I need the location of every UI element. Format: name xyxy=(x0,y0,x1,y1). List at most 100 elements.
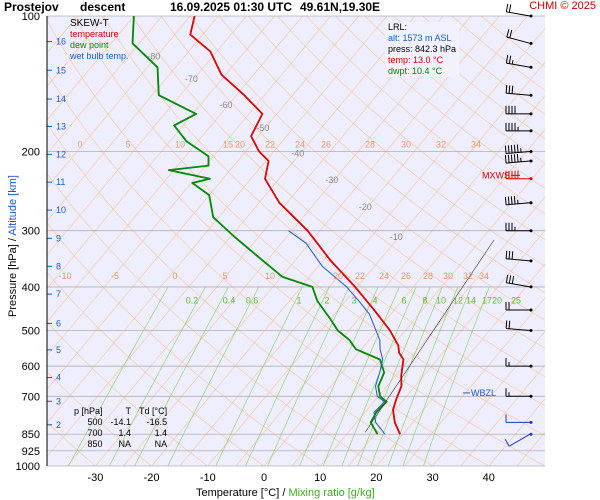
wind-barb-flag xyxy=(505,55,509,64)
wind-barb xyxy=(505,122,533,133)
wind-barb-flag xyxy=(509,30,513,39)
adiabat-label: 15 xyxy=(223,139,233,149)
wind-barb xyxy=(505,274,533,289)
wind-barb-flag xyxy=(504,155,507,164)
pressure-tick-label: 600 xyxy=(22,361,40,373)
isotherm-line xyxy=(123,16,500,466)
table-header: p [hPa] xyxy=(74,406,103,416)
wind-barb-staff xyxy=(506,36,531,44)
adiabat-label: 10 xyxy=(265,271,275,281)
wind-barb-station xyxy=(529,41,533,45)
wind-barb-flag xyxy=(511,275,515,284)
temperature-tick-label: 30 xyxy=(426,472,438,484)
pressure-tick-label: 200 xyxy=(22,146,40,158)
isotherm-line xyxy=(376,263,545,466)
wind-barb-station xyxy=(529,432,533,436)
wind-barb xyxy=(504,154,533,164)
mixing-ratio-label: 25 xyxy=(511,295,521,305)
y-axis-title: Pressure [hPa] / Altitude [km] xyxy=(7,175,19,317)
wind-barb-staff xyxy=(508,433,531,447)
isotherm-line xyxy=(207,61,545,466)
adiabat-label: 32 xyxy=(463,271,473,281)
isotherm-line xyxy=(179,28,545,466)
mixing-ratio-label: 1 xyxy=(296,295,301,305)
pressure-tick-label: 500 xyxy=(22,326,40,338)
isotherm-label: -40 xyxy=(291,148,304,158)
adiabat-label: 0 xyxy=(172,271,177,281)
altitude-tick-label: 5 xyxy=(56,345,61,355)
lrl-temperature: temp: 13.0 °C xyxy=(388,55,444,65)
wind-barb-flag xyxy=(510,196,513,205)
temperature-tick-label: -30 xyxy=(87,472,103,484)
isotherm-line xyxy=(95,16,472,466)
isotherm-line xyxy=(47,16,359,390)
table-cell: 500 xyxy=(87,417,103,427)
altitude-tick-label: 3 xyxy=(56,396,61,406)
altitude-tick-label: 10 xyxy=(56,205,66,215)
legend-wet-bulb: wet bulb temp. xyxy=(70,51,129,61)
wind-barb-flag xyxy=(506,29,510,38)
pressure-tick-label: 100 xyxy=(22,11,40,23)
dew-point-line xyxy=(131,16,388,435)
parcel-line xyxy=(364,239,495,433)
mxws-label: MXWS xyxy=(482,170,510,180)
station-name: Prostejov xyxy=(4,0,59,14)
y-axis-title-pressure: Pressure [hPa] xyxy=(6,244,19,317)
adiabat-label: 26 xyxy=(321,139,331,149)
legend-temperature: temperature xyxy=(70,29,119,39)
altitude-tick-label: 15 xyxy=(56,65,66,75)
wind-barb xyxy=(505,55,533,69)
wind-barb-station xyxy=(529,201,533,205)
lrl-box: LRL: alt: 1573 m ASL press: 842.3 hPa te… xyxy=(385,22,460,77)
wind-barb xyxy=(505,3,533,18)
axis-labels: 1002003004005006007008509251000234567891… xyxy=(16,11,521,484)
wind-barb-staff xyxy=(506,258,531,262)
wind-barb-station xyxy=(529,93,533,97)
wind-barb-staff xyxy=(506,282,531,288)
adiabat-label: 5 xyxy=(125,139,130,149)
isotherm-line xyxy=(47,16,275,289)
isotherm-line xyxy=(47,16,191,188)
wind-barb-station xyxy=(529,14,533,18)
mixing-ratio-label: 6 xyxy=(401,295,406,305)
wind-barb-flag xyxy=(516,154,519,163)
wind-barb-flag xyxy=(513,144,516,153)
wind-barb-flag xyxy=(505,274,509,283)
temperature-tick-label: 40 xyxy=(483,472,495,484)
wind-barb-station xyxy=(529,129,533,133)
altitude-tick-label: 12 xyxy=(56,149,66,159)
table-row: 500 -14.1 -16.5 xyxy=(70,417,171,428)
isotherm-line xyxy=(67,16,444,466)
table-cell: -14.1 xyxy=(110,417,132,427)
sounding-mode: descent xyxy=(80,0,126,14)
isotherm-label: -50 xyxy=(256,123,269,133)
wind-barb-flag xyxy=(508,250,511,260)
wind-barb xyxy=(504,144,533,155)
wind-barb xyxy=(505,250,533,263)
mixing-ratio-label: 10 xyxy=(436,295,446,305)
wind-barb-station xyxy=(529,112,533,116)
adiabat-label: 20 xyxy=(333,271,343,281)
dry-adiabat-line xyxy=(102,16,545,407)
altitude-tick-label: 16 xyxy=(56,37,66,47)
isotherm-line xyxy=(47,16,416,458)
station-coordinates: 49.61N,19.30E xyxy=(300,0,381,14)
wind-barb-station xyxy=(529,364,533,368)
wind-barb-station xyxy=(529,259,533,263)
wind-barb-station xyxy=(529,229,533,233)
altitude-tick-label: 4 xyxy=(56,373,61,383)
adiabat-label: 24 xyxy=(379,271,389,281)
isotherm-line xyxy=(47,16,135,121)
y-axis-title-altitude: Altitude [km] xyxy=(6,175,19,236)
temperature-tick-label: 0 xyxy=(261,472,267,484)
wind-barb-flag xyxy=(504,145,507,154)
wind-barb-station xyxy=(529,177,533,181)
dry-adiabat-line xyxy=(160,16,545,349)
isobar-lines xyxy=(47,15,545,467)
isotherm-label: -60 xyxy=(219,100,232,110)
wind-barb xyxy=(505,358,533,368)
dry-adiabat-line xyxy=(277,16,545,241)
isotherm-label: -20 xyxy=(359,202,372,212)
table-header-row: p [hPa] T Td [°C] xyxy=(70,406,171,417)
adiabat-label: 32 xyxy=(436,139,446,149)
